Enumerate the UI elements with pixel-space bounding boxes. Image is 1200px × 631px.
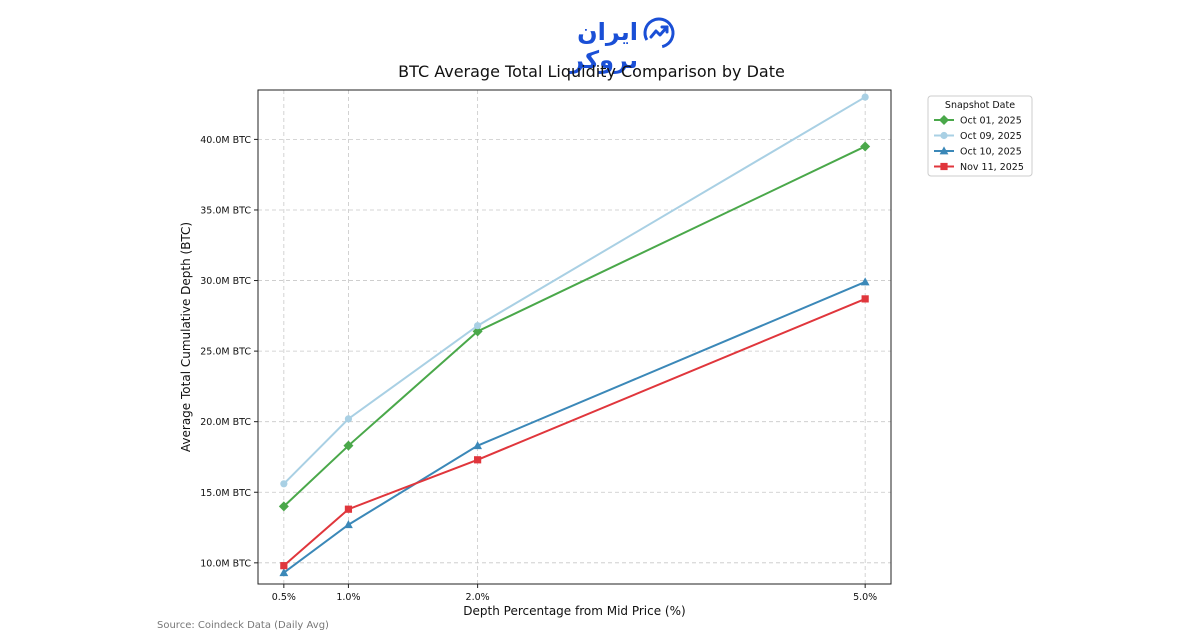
legend-label: Oct 01, 2025 bbox=[960, 116, 1022, 127]
legend-label: Oct 10, 2025 bbox=[960, 147, 1022, 158]
y-tick-label: 25.0M BTC bbox=[200, 347, 251, 358]
legend-swatch-marker bbox=[940, 131, 948, 140]
brand-logo-text: ایران بروکر bbox=[570, 18, 638, 74]
data-point bbox=[279, 568, 289, 577]
series-line bbox=[283, 96, 866, 485]
legend-swatch-marker bbox=[939, 146, 949, 155]
data-point bbox=[344, 505, 353, 513]
data-point bbox=[861, 295, 869, 303]
data-point bbox=[278, 501, 289, 512]
series-2 bbox=[280, 93, 869, 488]
data-point bbox=[861, 93, 869, 101]
y-axis-label: Average Total Cumulative Depth (BTC) bbox=[179, 222, 193, 452]
y-tick-label: 35.0M BTC bbox=[200, 205, 251, 216]
x-axis-label: Depth Percentage from Mid Price (%) bbox=[463, 604, 685, 618]
growth-chart-icon bbox=[643, 17, 675, 49]
legend: Snapshot Date Oct 01, 2025 Oct 09, 2025 Oct… bbox=[927, 95, 1033, 177]
data-point bbox=[472, 326, 483, 337]
plot-area-frame bbox=[257, 89, 892, 585]
series-line bbox=[283, 297, 866, 567]
data-point bbox=[280, 562, 288, 570]
x-tick-label: 0.5% bbox=[272, 592, 296, 603]
x-tick-label: 2.0% bbox=[466, 592, 490, 603]
brand-logo: ایران بروکر bbox=[520, 16, 680, 74]
data-point bbox=[474, 322, 482, 330]
data-point bbox=[280, 480, 288, 488]
source-note: Source: Coindeck Data (Daily Avg) bbox=[157, 620, 329, 631]
legend-swatch-marker bbox=[940, 162, 948, 171]
y-tick-label: 15.0M BTC bbox=[200, 488, 251, 499]
data-point bbox=[473, 441, 483, 450]
series-line bbox=[283, 145, 866, 508]
data-point bbox=[343, 440, 354, 451]
legend-swatch-marker bbox=[939, 115, 949, 125]
data-point bbox=[860, 277, 870, 286]
data-point bbox=[344, 520, 353, 529]
legend-label: Nov 11, 2025 bbox=[960, 162, 1024, 173]
data-point bbox=[474, 456, 482, 464]
x-tick-label: 1.0% bbox=[336, 592, 360, 603]
data-point bbox=[860, 141, 871, 152]
series-4 bbox=[280, 295, 869, 570]
legend-label: Oct 09, 2025 bbox=[960, 131, 1022, 142]
y-tick-label: 40.0M BTC bbox=[200, 135, 251, 146]
x-tick-label: 5.0% bbox=[853, 592, 877, 603]
y-tick-label: 10.0M BTC bbox=[200, 558, 251, 569]
y-tick-label: 30.0M BTC bbox=[200, 276, 251, 287]
data-point bbox=[344, 415, 353, 423]
chart-title: BTC Average Total Liquidity Comparison b… bbox=[398, 62, 785, 81]
legend-box bbox=[927, 95, 1033, 177]
series-3 bbox=[279, 277, 870, 577]
legend-title: Snapshot Date bbox=[945, 100, 1015, 111]
y-tick-label: 20.0M BTC bbox=[200, 417, 251, 428]
series-line bbox=[283, 281, 866, 574]
series-1 bbox=[278, 141, 871, 512]
